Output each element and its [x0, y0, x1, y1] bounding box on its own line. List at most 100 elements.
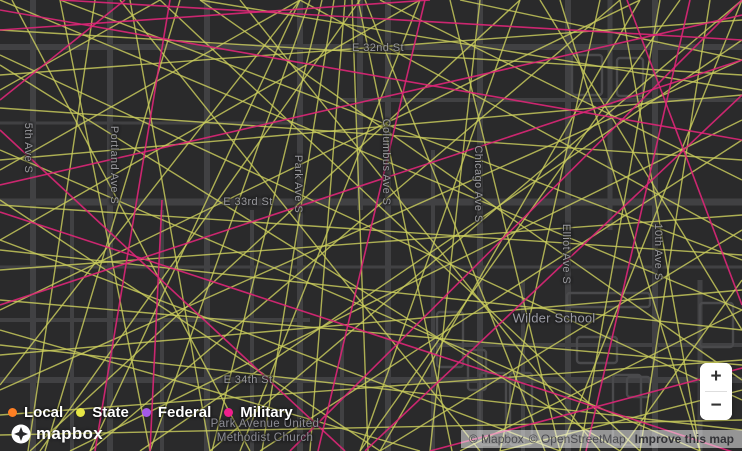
route-line-state: [0, 0, 161, 91]
route-line-military: [317, 0, 426, 451]
mapbox-logo[interactable]: mapbox: [10, 423, 103, 445]
zoom-control-divider: [705, 391, 727, 392]
route-line-state: [0, 0, 742, 311]
route-line-state: [119, 0, 481, 451]
building-outline: [435, 310, 465, 369]
route-line-state: [559, 0, 701, 451]
route-line-state: [59, 0, 742, 261]
route-line-state: [89, 0, 301, 451]
street-label: Park Ave S: [292, 154, 304, 214]
street-label: Portland Ave S: [108, 125, 120, 205]
route-line-state: [379, 229, 742, 451]
route-line-state: [0, 107, 742, 161]
route-line-military: [0, 9, 742, 141]
mapbox-logo-icon: [11, 424, 31, 444]
route-line-state: [0, 94, 742, 161]
building-outline: [466, 348, 488, 392]
zoom-in-button[interactable]: +: [700, 363, 732, 391]
route-line-state: [0, 0, 421, 241]
route-line-state: [459, 0, 742, 61]
route-line-state: [309, 0, 346, 451]
route-line-state: [0, 199, 381, 451]
mapbox-logo-text: mapbox: [36, 424, 103, 443]
route-line-state: [619, 0, 701, 451]
route-line-state: [239, 0, 421, 451]
route-line-state: [0, 344, 742, 431]
route-line-state: [449, 0, 561, 451]
improve-map-link[interactable]: Improve this map: [634, 432, 734, 446]
route-line-state: [579, 0, 661, 451]
route-line-state: [149, 0, 311, 451]
route-line-state: [0, 149, 701, 451]
street-label: E 33rd St: [223, 196, 273, 208]
legend-dot-icon: [141, 408, 151, 417]
route-line-state: [0, 19, 742, 76]
legend-label: State: [92, 404, 129, 421]
route-line-state: [0, 419, 742, 436]
street-label: Columbus Ave S: [380, 118, 392, 206]
route-line-state: [0, 29, 742, 76]
route-line-state: [139, 39, 742, 451]
attribution-osm-link[interactable]: © OpenStreetMap: [528, 432, 626, 446]
route-line-state: [0, 0, 641, 311]
street-label: 5th Ave S: [22, 122, 34, 174]
route-line-state: [69, 119, 742, 451]
route-line-military: [0, 129, 346, 451]
poi-label: Wilder School: [512, 310, 596, 326]
legend-label: Local: [24, 404, 64, 421]
legend-label: Military: [240, 404, 293, 421]
legend-item-military: Military: [224, 404, 293, 421]
legend-dot-icon: [76, 408, 86, 417]
route-line-state: [429, 0, 481, 451]
route-line-state: [89, 0, 621, 451]
zoom-out-button[interactable]: −: [700, 392, 732, 420]
zoom-control: + −: [700, 363, 732, 420]
route-line-state: [0, 0, 301, 386]
route-line-military: [149, 199, 163, 451]
route-line-state: [539, 0, 742, 331]
route-line-state: [29, 0, 521, 451]
route-line-military: [59, 0, 742, 41]
route-line-state: [359, 0, 521, 451]
legend-dot-icon: [224, 408, 234, 417]
route-line-military: [94, 0, 171, 451]
attribution-bar: © Mapbox © OpenStreetMap Improve this ma…: [460, 430, 742, 448]
route-line-state: [559, 0, 742, 451]
route-line-state: [0, 214, 742, 271]
street-label: E 34th St: [223, 374, 273, 386]
route-line-state: [259, 139, 742, 451]
route-line-state: [0, 0, 301, 171]
route-line-military: [364, 94, 742, 451]
route-line-state: [27, 0, 96, 451]
street-label: Chicago Ave S: [472, 145, 484, 223]
route-line-state: [129, 0, 211, 451]
route-line-state: [0, 64, 621, 451]
route-line-state: [11, 0, 251, 451]
route-line-state: [359, 0, 681, 451]
legend-item-local: Local: [8, 404, 63, 421]
poi-label: Methodist Church: [216, 432, 314, 444]
legend-dot-icon: [8, 408, 17, 417]
route-line-military: [0, 14, 742, 186]
map-legend: Local State Federal Military: [8, 404, 293, 421]
route-line-military: [0, 0, 431, 31]
legend-label: Federal: [157, 404, 212, 421]
street-label: 10th Ave S: [652, 223, 664, 281]
attribution-mapbox-link[interactable]: © Mapbox: [468, 432, 524, 446]
poi-label: Park Avenue United: [210, 418, 320, 430]
building-outline: [570, 53, 604, 97]
street-label: Elliot Ave S: [560, 223, 572, 285]
route-line-military: [585, 0, 691, 451]
route-line-state: [299, 0, 742, 241]
route-line-state: [199, 0, 742, 91]
building-outline: [615, 56, 645, 98]
route-line-military: [0, 211, 733, 451]
route-line-state: [459, 309, 742, 451]
route-line-state: [159, 0, 641, 451]
legend-item-state: State: [76, 404, 129, 421]
route-line-military: [289, 0, 742, 451]
route-line-state: [0, 239, 561, 451]
